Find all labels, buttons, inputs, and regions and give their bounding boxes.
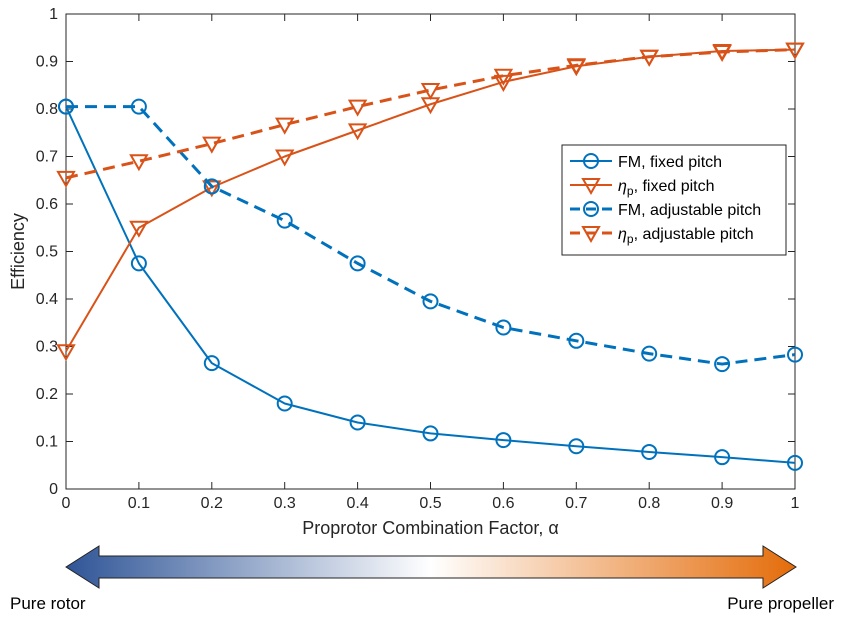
series-line	[65, 48, 796, 352]
data-point	[641, 443, 658, 460]
series-line	[66, 105, 796, 366]
data-point	[714, 449, 731, 466]
data-point	[274, 117, 295, 135]
x-tick-label: 1	[791, 495, 800, 512]
data-point	[568, 332, 585, 349]
legend-label: ηp, fixed pitch	[618, 178, 715, 198]
data-point	[130, 98, 147, 115]
y-tick-label: 0.7	[36, 149, 58, 166]
y-tick-label: 0.6	[36, 196, 58, 213]
x-tick-label: 0.1	[128, 495, 150, 512]
data-point	[495, 319, 512, 336]
x-tick-label: 0	[62, 495, 71, 512]
data-point	[495, 432, 512, 449]
data-point	[714, 356, 731, 373]
series-line	[65, 106, 796, 464]
legend: FM, fixed pitch ηp, fixed pitch FM, adjust…	[561, 144, 787, 256]
data-point	[58, 98, 74, 115]
caption-pure-rotor: Pure rotor	[10, 594, 86, 613]
legend-marker	[583, 201, 599, 217]
series-line	[65, 48, 796, 180]
data-point	[493, 74, 514, 92]
data-point	[422, 293, 439, 310]
y-tick-label: 0.2	[36, 386, 58, 403]
data-point	[202, 136, 222, 154]
x-tick-label: 0.4	[346, 495, 368, 512]
y-tick-label: 0.1	[36, 434, 58, 451]
data-point	[568, 438, 585, 455]
data-point	[129, 220, 149, 238]
legend-marker	[583, 153, 599, 169]
y-tick-label: 0.5	[36, 244, 58, 261]
y-tick-label: 0.8	[36, 101, 58, 118]
data-point	[276, 395, 293, 412]
data-point	[712, 45, 732, 63]
x-tick-label: 0.2	[201, 495, 223, 512]
y-axis-label: Efficiency	[8, 213, 28, 290]
legend-marker	[581, 178, 601, 196]
data-point	[56, 170, 76, 188]
y-tick-label: 0.9	[36, 54, 58, 71]
legend-label: FM, fixed pitch	[618, 154, 722, 171]
data-point	[420, 83, 441, 101]
legend-label: FM, adjustable pitch	[618, 202, 761, 219]
gradient-arrow	[65, 545, 797, 589]
data-point	[641, 345, 658, 362]
data-point	[787, 454, 803, 471]
data-point	[130, 255, 147, 272]
x-tick-label: 0.7	[565, 495, 587, 512]
series-group	[56, 42, 805, 471]
data-point	[202, 180, 222, 198]
data-point	[276, 212, 293, 229]
x-tick-label: 0.3	[274, 495, 296, 512]
series-2	[58, 98, 803, 373]
data-point	[129, 154, 149, 172]
data-point	[349, 255, 366, 272]
data-point	[785, 42, 805, 60]
caption-pure-propeller: Pure propeller	[727, 594, 834, 613]
x-tick-label: 0.6	[492, 495, 514, 512]
axes: 0 0.1 0.2 0.3 0.4 0.5 0.6 0.7 0.8 0.9 1 0 0.1 0.2 0.3 0…	[8, 6, 800, 538]
data-point	[347, 99, 368, 117]
series-3	[56, 42, 805, 188]
y-tick-label: 0.3	[36, 339, 58, 356]
data-point	[493, 68, 514, 86]
legend-marker	[581, 226, 601, 244]
data-point	[639, 49, 659, 67]
data-point	[274, 149, 295, 167]
data-point	[787, 346, 803, 363]
x-axis-label: Proprotor Combination Factor, α	[302, 518, 559, 538]
legend-label: ηp, adjustable pitch	[618, 226, 754, 246]
data-point	[422, 425, 439, 442]
data-point	[203, 178, 220, 195]
x-tick-label: 0.8	[638, 495, 660, 512]
legend-box	[561, 144, 787, 256]
data-point	[347, 123, 368, 141]
y-tick-label: 1	[49, 6, 58, 23]
y-tick-label: 0.4	[36, 291, 58, 308]
x-tick-label: 0.5	[419, 495, 441, 512]
data-point	[56, 344, 76, 362]
data-point	[349, 414, 366, 431]
x-tick-label: 0.9	[711, 495, 733, 512]
data-point	[566, 58, 587, 76]
data-point	[203, 355, 220, 372]
y-tick-label: 0	[49, 481, 58, 498]
